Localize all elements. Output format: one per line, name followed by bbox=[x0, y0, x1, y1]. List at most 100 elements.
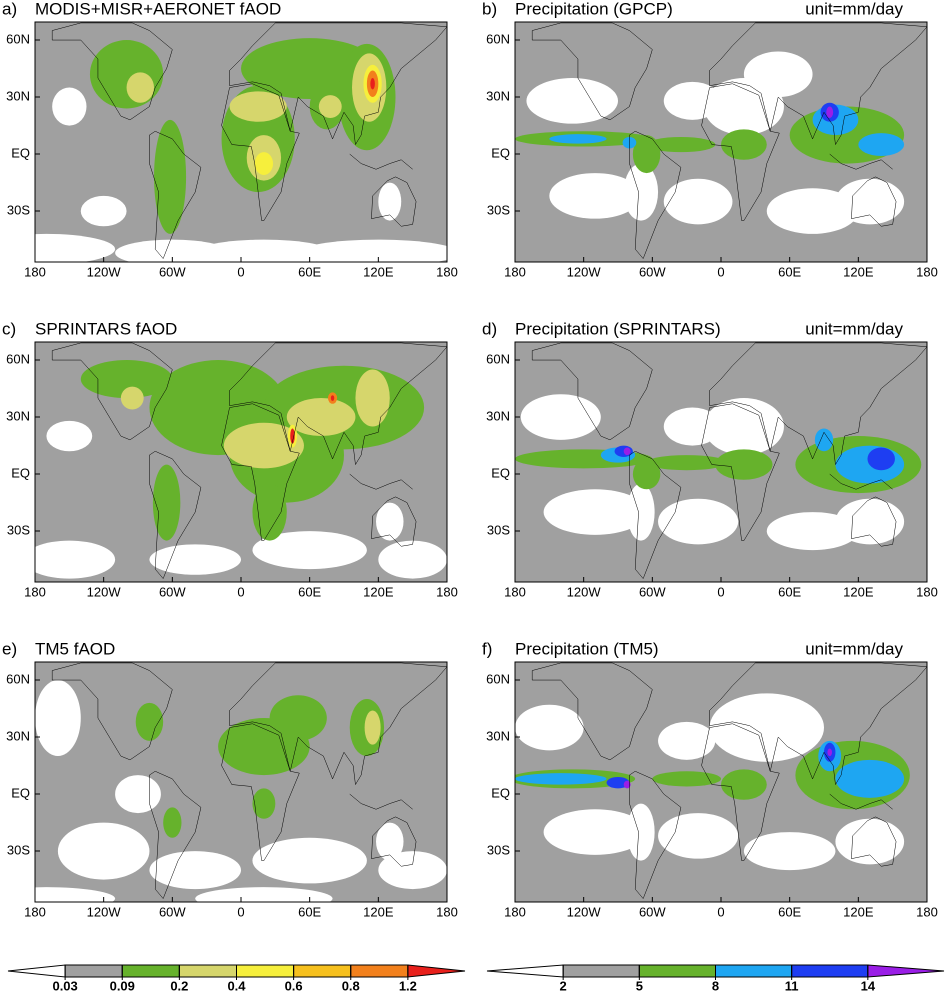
unit-label: unit=mm/day bbox=[805, 0, 903, 18]
lat-label: 30N bbox=[486, 408, 510, 423]
contour-region bbox=[35, 540, 116, 579]
lat-label: EQ bbox=[491, 145, 510, 160]
lon-label: 60E bbox=[298, 264, 321, 279]
contour-region bbox=[35, 233, 116, 262]
colorbar-segment bbox=[867, 964, 945, 978]
panel-label: c) bbox=[2, 319, 16, 338]
contour-region bbox=[378, 182, 402, 221]
panel-title: Precipitation (TM5) bbox=[515, 639, 659, 658]
map bbox=[35, 342, 447, 582]
colorbar-tick-label: 1.2 bbox=[399, 978, 417, 992]
panel-title: Precipitation (GPCP) bbox=[515, 0, 673, 18]
contour-region bbox=[378, 540, 447, 579]
colorbar-segment bbox=[562, 964, 640, 978]
contour-region bbox=[364, 710, 381, 745]
contour-region bbox=[298, 239, 447, 262]
lon-label: 60W bbox=[639, 584, 666, 599]
contour-region bbox=[223, 422, 304, 469]
contour-region bbox=[543, 809, 647, 855]
map bbox=[515, 22, 927, 262]
contour-region bbox=[646, 136, 716, 153]
contour-region bbox=[721, 769, 767, 800]
lon-label: 180 bbox=[916, 584, 938, 599]
contour-region bbox=[149, 851, 241, 890]
colorbar-segment bbox=[178, 964, 237, 978]
lon-label: 60W bbox=[159, 264, 186, 279]
contour-region bbox=[549, 173, 641, 219]
contour-region bbox=[229, 91, 287, 122]
colorbar-tick-label: 0.2 bbox=[170, 978, 188, 992]
contour-region bbox=[269, 695, 327, 741]
lon-label: 120E bbox=[843, 904, 874, 919]
lon-label: 180 bbox=[504, 904, 526, 919]
lon-label: 120W bbox=[567, 584, 602, 599]
lon-label: 120E bbox=[363, 264, 394, 279]
contour-region bbox=[835, 178, 905, 225]
lon-label: 120E bbox=[363, 584, 394, 599]
colorbar-segment bbox=[486, 964, 564, 978]
lat-label: 30S bbox=[7, 202, 30, 217]
colorbar-tick-label: 0.8 bbox=[342, 978, 360, 992]
contour-region bbox=[715, 449, 773, 480]
lat-label: EQ bbox=[491, 785, 510, 800]
colorbar-tick-label: 11 bbox=[785, 978, 799, 992]
lon-label: 60W bbox=[159, 904, 186, 919]
contour-region bbox=[623, 163, 659, 221]
contour-region bbox=[135, 702, 164, 741]
contour-region bbox=[658, 813, 739, 859]
lon-label: 60E bbox=[778, 584, 801, 599]
map bbox=[515, 342, 927, 582]
contour-region bbox=[606, 776, 630, 789]
contour-region bbox=[835, 818, 905, 865]
lon-label: 0 bbox=[237, 904, 244, 919]
contour-region bbox=[252, 483, 287, 541]
contour-region bbox=[867, 447, 895, 471]
contour-region bbox=[52, 87, 87, 126]
lon-label: 60W bbox=[159, 584, 186, 599]
contour-region bbox=[543, 489, 647, 535]
colorbar-tick-label: 14 bbox=[861, 978, 876, 992]
contour-region bbox=[80, 360, 173, 399]
contour-region bbox=[290, 428, 295, 444]
lon-label: 180 bbox=[436, 904, 458, 919]
lon-label: 180 bbox=[916, 904, 938, 919]
panel-title: MODIS+MISR+AERONET fAOD bbox=[35, 0, 281, 18]
contour-region bbox=[252, 837, 367, 884]
lon-label: 0 bbox=[237, 264, 244, 279]
contour-region bbox=[355, 369, 390, 427]
contour-region bbox=[632, 458, 661, 490]
colorbar-segment bbox=[791, 964, 869, 978]
lat-label: EQ bbox=[11, 785, 30, 800]
map bbox=[35, 22, 447, 262]
lon-label: 120E bbox=[843, 584, 874, 599]
contour-region bbox=[766, 512, 859, 551]
contour-region bbox=[154, 119, 187, 234]
contour-region bbox=[623, 447, 631, 456]
contour-region bbox=[652, 771, 721, 787]
lon-label: 120W bbox=[87, 584, 122, 599]
contour-region bbox=[80, 195, 127, 227]
contour-region bbox=[814, 428, 834, 452]
contour-region bbox=[149, 544, 241, 575]
contour-region bbox=[526, 78, 618, 124]
colorbar-segment bbox=[407, 964, 466, 978]
colorbar-segment bbox=[64, 964, 123, 978]
contour-region bbox=[152, 464, 181, 541]
lon-label: 0 bbox=[717, 264, 724, 279]
lat-label: 60N bbox=[6, 351, 30, 366]
lon-label: 180 bbox=[24, 264, 46, 279]
contour-region bbox=[627, 803, 655, 861]
contour-region bbox=[252, 788, 276, 819]
contour-region bbox=[646, 455, 727, 471]
unit-label: unit=mm/day bbox=[805, 319, 903, 338]
lon-label: 0 bbox=[717, 904, 724, 919]
lat-label: 60N bbox=[6, 671, 30, 686]
colorbar-segment bbox=[7, 964, 66, 978]
panel-title: Precipitation (SPRINTARS) bbox=[515, 319, 721, 338]
lon-label: 180 bbox=[916, 264, 938, 279]
contour-region bbox=[658, 498, 739, 545]
lon-label: 180 bbox=[504, 584, 526, 599]
colorbar-tick-label: 5 bbox=[636, 978, 643, 992]
lat-label: 30N bbox=[486, 728, 510, 743]
